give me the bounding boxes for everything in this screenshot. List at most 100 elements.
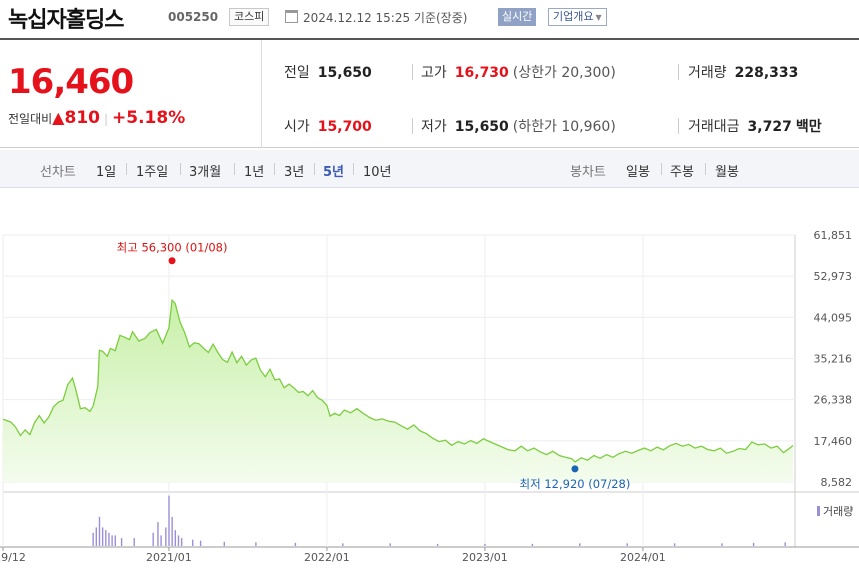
divider: [274, 163, 275, 175]
volume-bar: [389, 543, 391, 546]
current-price: 16,460: [8, 62, 134, 102]
volume-bar: [160, 535, 162, 546]
price-panel: 16,460 전일대비▲810 | +5.18% 전일 15,650 시가 15,700…: [0, 38, 859, 148]
price-chart[interactable]: 61,851 52,973 44,095 35,216 26,338 17,460 8,58…: [0, 188, 859, 573]
volume-bar: [105, 530, 107, 546]
volume-bar: [255, 542, 257, 546]
volume-legend-label: 거래량: [823, 505, 853, 518]
change-label: 전일대비: [8, 112, 53, 126]
low-value: 15,650: [454, 119, 509, 135]
volume-bar: [98, 516, 101, 546]
chevron-down-icon: ▼: [595, 13, 602, 22]
volume-bar: [133, 538, 135, 546]
x-tick-label: 2023/01: [462, 551, 508, 564]
line-chart-label: 선차트: [40, 165, 76, 180]
volume-bar: [342, 543, 344, 546]
divider: [678, 118, 679, 134]
period-1w[interactable]: 1주일: [136, 165, 169, 180]
volume-bar: [168, 495, 170, 546]
up-arrow-icon: ▲: [52, 108, 65, 127]
quote-datetime: 2024.12.12 15:25 기준(장중): [303, 11, 468, 25]
y-tick-label: 35,216: [814, 353, 853, 366]
volume-bar: [294, 542, 297, 546]
divider: [180, 163, 181, 175]
x-tick-label: 2022/01: [304, 551, 350, 564]
period-3m[interactable]: 3개월: [189, 165, 222, 180]
volume-bar: [579, 543, 581, 546]
divider: [678, 64, 679, 80]
period-1d[interactable]: 1일: [96, 165, 117, 180]
amount-cell: 거래대금 3,727 백만: [688, 116, 822, 136]
prev-close-value: 15,650: [317, 65, 372, 81]
volume-bar: [721, 543, 723, 546]
open-label: 시가: [284, 119, 310, 135]
volume-cell: 거래량 228,333: [688, 62, 798, 82]
y-tick-label: 8,582: [821, 476, 853, 489]
volume-label: 거래량: [688, 65, 727, 81]
volume-legend-swatch: [817, 506, 820, 516]
volume-bar: [157, 522, 159, 546]
volume-bar: [223, 541, 225, 546]
period-3y[interactable]: 3년: [284, 165, 305, 180]
company-overview-dropdown[interactable]: 기업개요 ▼: [548, 8, 607, 26]
annotations: 최고 56,300 (01/08) 최저 12,920 (07/28): [117, 241, 631, 491]
volume-bar: [174, 530, 177, 546]
amount-value: 3,727: [747, 119, 792, 135]
candle-weekly[interactable]: 주봉: [670, 165, 694, 180]
volume-bar: [784, 542, 786, 546]
change-percent: +5.18%: [112, 108, 186, 128]
candle-daily[interactable]: 일봉: [626, 165, 650, 180]
volume-bar: [120, 538, 123, 546]
volume-bar: [484, 543, 486, 546]
volume-bar: [171, 516, 173, 546]
amount-unit: 백만: [795, 119, 822, 135]
period-5y[interactable]: 5년: [323, 165, 345, 180]
upper-limit: (상한가 20,300): [512, 65, 616, 81]
low-marker: [571, 465, 579, 473]
y-tick-label: 26,338: [814, 394, 853, 407]
divider: [705, 163, 706, 175]
volume-bar: [180, 538, 183, 546]
y-tick-label: 17,460: [814, 435, 853, 448]
open-cell: 시가 15,700: [284, 116, 372, 136]
x-axis: 2019/12 2021/01 2022/01 2023/01 2024/01: [0, 547, 666, 564]
divider: [661, 163, 662, 175]
candle-monthly[interactable]: 월봉: [715, 165, 739, 180]
volume-bar: [108, 532, 110, 546]
volume-bar: [92, 532, 94, 546]
volume-value: 228,333: [734, 65, 799, 81]
y-tick-label: 61,851: [814, 229, 853, 242]
volume-bar: [95, 527, 98, 546]
high-label: 고가: [421, 65, 447, 81]
volume-bar: [152, 532, 154, 546]
high-cell: 고가 16,730 (상한가 20,300): [421, 62, 616, 82]
volume-bar: [165, 527, 167, 546]
high-value: 16,730: [454, 65, 509, 81]
open-value: 15,700: [317, 119, 372, 135]
volume-bar: [752, 542, 755, 546]
y-tick-label: 44,095: [814, 311, 853, 324]
volume-bar: [673, 543, 676, 546]
volume-bars: 거래량: [92, 495, 853, 546]
period-bar: 선차트 1일 1주일 3개월 1년 3년 5년 10년 봉차트 일봉 주봉 월봉: [0, 150, 859, 188]
y-axis: 61,851 52,973 44,095 35,216 26,338 17,460 8,58…: [814, 229, 853, 489]
period-1y[interactable]: 1년: [244, 165, 265, 180]
realtime-button[interactable]: 실시간: [498, 8, 537, 26]
prev-close-cell: 전일 15,650: [284, 62, 372, 82]
period-10y[interactable]: 10년: [363, 165, 392, 180]
stock-name: 녹십자홀딩스: [8, 8, 124, 33]
volume-bar: [177, 535, 180, 546]
high-annotation: 최고 56,300 (01/08): [117, 241, 228, 255]
y-tick-label: 52,973: [814, 270, 853, 283]
price-line: [2, 298, 794, 463]
volume-bar: [436, 543, 439, 546]
volume-bar: [199, 540, 202, 546]
price-area: [3, 300, 793, 482]
company-overview-label: 기업개요: [553, 10, 594, 23]
high-marker: [168, 257, 176, 265]
market-badge: 코스피: [229, 8, 270, 26]
change-value: 810: [64, 108, 100, 128]
divider: [314, 163, 315, 175]
stock-code: 005250: [168, 10, 219, 24]
candle-chart-label: 봉차트: [570, 165, 606, 180]
